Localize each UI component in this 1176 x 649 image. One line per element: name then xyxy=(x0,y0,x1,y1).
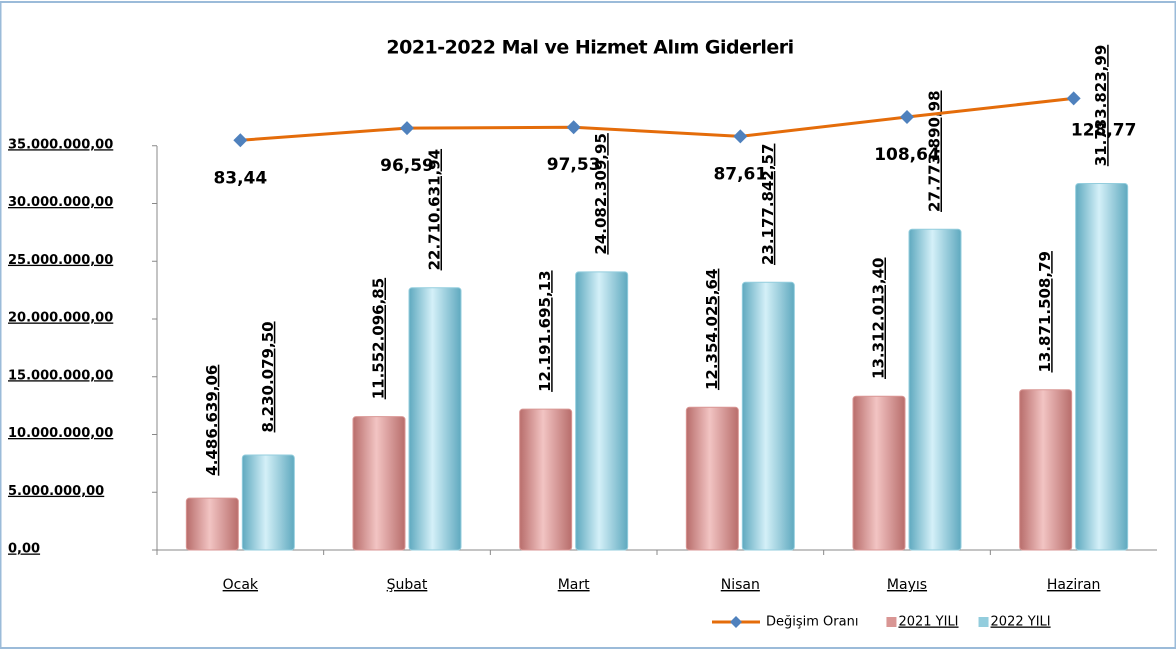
value-label: 13.871.508,79 xyxy=(1036,251,1054,372)
x-tick-label: Mayıs xyxy=(887,577,927,593)
bar xyxy=(408,287,462,551)
legend-label: Değişim Oranı xyxy=(766,615,858,630)
value-label: 22.710.631,94 xyxy=(426,149,444,270)
y-tick-label: 35.000.000,00 xyxy=(8,137,113,152)
bar xyxy=(185,497,239,551)
marker xyxy=(1066,91,1081,106)
value-label: 31.733.823,99 xyxy=(1092,45,1110,166)
value-label: 11.552.096,85 xyxy=(370,278,388,399)
x-tick-label: Nisan xyxy=(721,577,760,593)
legend-item: 2022 YILI xyxy=(978,615,1051,630)
chart-title: 2021-2022 Mal ve Hizmet Alım Giderleri xyxy=(386,37,793,59)
line xyxy=(240,96,1074,142)
bar xyxy=(908,228,962,551)
x-tick-label: Haziran xyxy=(1047,577,1101,593)
marker xyxy=(566,120,581,135)
y-tick-label: 5.000.000,00 xyxy=(8,484,104,499)
rate-label: 87,61 xyxy=(713,164,767,184)
legend-swatch xyxy=(886,617,897,627)
x-tick-label: Şubat xyxy=(387,577,428,593)
value-label: 12.191.695,13 xyxy=(536,270,554,391)
x-tick-label: Mart xyxy=(558,577,590,593)
marker xyxy=(233,133,248,148)
marker xyxy=(900,109,914,124)
value-label: 27.773.890,98 xyxy=(926,90,944,211)
bar xyxy=(741,281,795,551)
value-label: 13.312.013,40 xyxy=(870,258,888,379)
bar xyxy=(1075,182,1129,551)
bar xyxy=(352,416,406,551)
legend-label: 2021 YILI xyxy=(898,615,958,630)
marker xyxy=(733,129,748,144)
legend-marker xyxy=(730,616,742,628)
value-label: 12.354.025,64 xyxy=(703,269,721,390)
legend-swatch xyxy=(978,617,989,627)
y-tick-label: 30.000.000,00 xyxy=(8,195,113,210)
bar xyxy=(241,454,295,551)
bar xyxy=(685,406,739,551)
legend-label: 2022 YILI xyxy=(991,615,1051,630)
rate-label: 96,59 xyxy=(380,156,434,176)
y-tick-label: 10.000.000,00 xyxy=(8,426,113,441)
x-tick-label: Ocak xyxy=(223,577,259,593)
value-label: 8.230.079,50 xyxy=(259,321,277,432)
legend-item: 2021 YILI xyxy=(886,615,959,630)
rate-label: 128,77 xyxy=(1071,120,1137,140)
rate-label: 97,53 xyxy=(547,155,601,175)
value-label: 24.082.309,95 xyxy=(592,133,610,254)
marker xyxy=(400,121,414,136)
y-tick-label: 0,00 xyxy=(8,542,40,557)
bar xyxy=(519,408,573,551)
value-label: 23.177.842,57 xyxy=(759,144,777,265)
bar xyxy=(852,395,906,551)
rate-label: 83,44 xyxy=(213,168,267,188)
bar xyxy=(1019,389,1073,551)
y-tick-label: 25.000.000,00 xyxy=(8,253,113,268)
value-label: 4.486.639,06 xyxy=(203,365,221,476)
legend-item: Değişim Oranı xyxy=(712,615,858,630)
bar xyxy=(575,271,629,551)
y-tick-label: 15.000.000,00 xyxy=(8,368,113,383)
y-tick-label: 20.000.000,00 xyxy=(8,311,113,326)
rate-label: 108,64 xyxy=(874,145,940,165)
